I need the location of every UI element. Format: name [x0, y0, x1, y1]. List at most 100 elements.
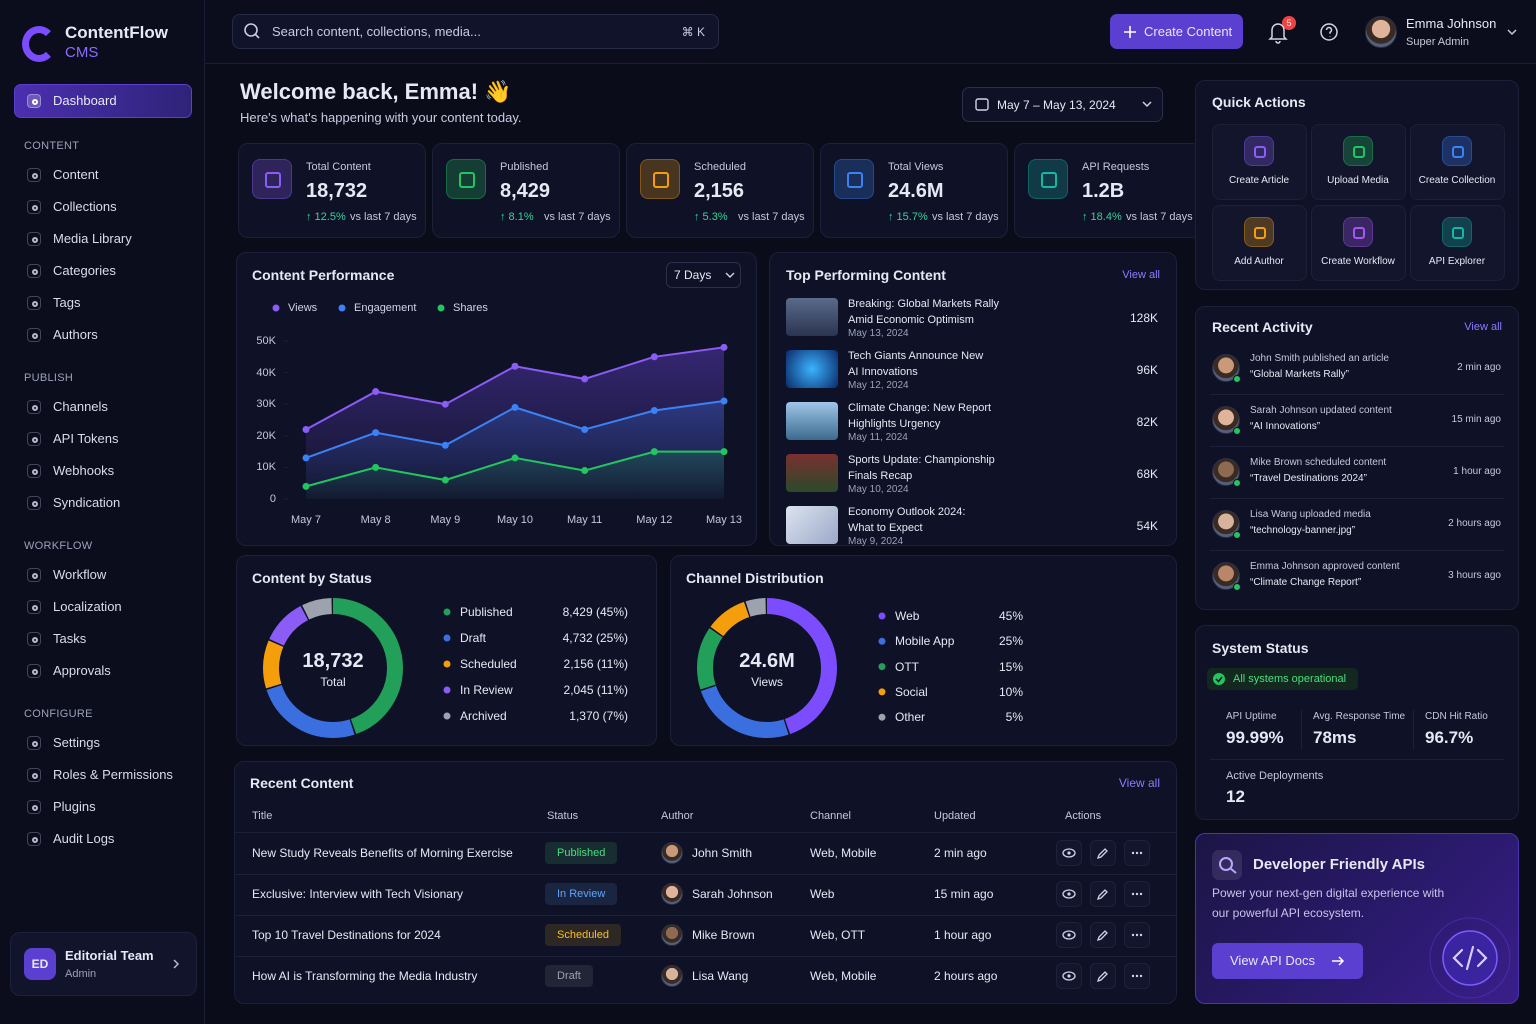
more-icon: [1139, 892, 1143, 896]
legend-value: 25%: [998, 634, 1023, 649]
row-title[interactable]: Top 10 Travel Destinations for 2024: [252, 928, 441, 942]
item-title[interactable]: Economy Outlook 2024:: [848, 506, 966, 518]
quick-action-tile[interactable]: [1311, 124, 1406, 200]
legend-value: 45%: [998, 609, 1023, 623]
view-all-link[interactable]: View all: [1464, 321, 1502, 333]
quick-action-tile[interactable]: [1212, 205, 1307, 281]
series-point: [441, 441, 449, 449]
nav-label[interactable]: Settings: [53, 735, 100, 750]
item-title[interactable]: Finals Recap: [848, 470, 913, 482]
y-tick-label: 50K: [256, 335, 276, 347]
quick-action-tile[interactable]: [1212, 124, 1307, 200]
nav-label[interactable]: Collections: [53, 199, 117, 214]
nav-label[interactable]: Plugins: [53, 799, 96, 814]
row-title[interactable]: How AI is Transforming the Media Industr…: [252, 969, 478, 983]
user-name[interactable]: Emma Johnson: [1406, 16, 1497, 31]
legend-value: 2,045 (11%): [563, 683, 628, 697]
calendar-icon: [975, 98, 989, 111]
nav-label[interactable]: Categories: [53, 263, 116, 278]
nav-label[interactable]: Dashboard: [53, 93, 117, 108]
item-title[interactable]: Climate Change: New Report: [848, 402, 992, 414]
view-all-link[interactable]: View all: [1118, 776, 1160, 790]
nav-label[interactable]: Tasks: [53, 631, 87, 646]
nav-label[interactable]: Roles & Permissions: [53, 767, 173, 782]
action-button[interactable]: [1056, 963, 1082, 989]
nav-label[interactable]: Localization: [53, 599, 122, 614]
range-label[interactable]: 7 Days: [674, 268, 712, 282]
quick-action-label[interactable]: Create Article: [1228, 175, 1290, 186]
series-point: [302, 482, 310, 490]
row-title[interactable]: Exclusive: Interview with Tech Visionary: [252, 887, 463, 901]
api-docs-label[interactable]: View API Docs: [1230, 953, 1316, 968]
nav-label[interactable]: Webhooks: [53, 463, 115, 478]
quick-action-tile[interactable]: [1410, 124, 1505, 200]
brand-product: CMS: [65, 44, 99, 61]
nav-label[interactable]: Syndication: [53, 495, 121, 510]
quick-action-tile[interactable]: [1410, 205, 1505, 281]
donut-segment: [697, 598, 837, 738]
activity-text: John Smith published an article: [1250, 353, 1389, 364]
view-all-link[interactable]: View all: [1122, 269, 1160, 281]
column-header: Updated: [934, 810, 976, 822]
activity-time: 3 hours ago: [1448, 570, 1501, 581]
nav-label[interactable]: API Tokens: [53, 431, 119, 446]
quick-action-label[interactable]: API Explorer: [1428, 256, 1486, 267]
quick-action-label[interactable]: Upload Media: [1327, 175, 1389, 186]
more-icon: [1139, 851, 1143, 855]
row-updated: 15 min ago: [934, 887, 994, 901]
search-box[interactable]: [232, 14, 719, 49]
row-channel: Web: [810, 887, 835, 901]
search-icon: [244, 23, 258, 37]
status-pill: Scheduled: [557, 929, 609, 941]
action-button[interactable]: [1090, 922, 1116, 948]
nav-label[interactable]: Approvals: [53, 663, 111, 678]
item-title[interactable]: Tech Giants Announce New: [848, 350, 984, 362]
stat-icon-glyph: [847, 172, 863, 188]
item-title[interactable]: AI Innovations: [848, 366, 918, 378]
nav-label[interactable]: Media Library: [53, 231, 132, 246]
stat-change: ↑ 12.5%: [306, 211, 346, 223]
quick-action-label[interactable]: Create Workflow: [1321, 256, 1395, 267]
nav-label[interactable]: Authors: [53, 327, 98, 342]
nav-label[interactable]: Tags: [53, 295, 81, 310]
date-range-picker[interactable]: [962, 87, 1163, 122]
quick-action-label[interactable]: Add Author: [1234, 256, 1284, 267]
item-title[interactable]: Amid Economic Optimism: [848, 314, 974, 326]
nav-label[interactable]: Workflow: [53, 567, 107, 582]
action-button[interactable]: [1090, 963, 1116, 989]
legend-value: 4,732 (25%): [562, 631, 628, 645]
search-placeholder[interactable]: Search content, collections, media...: [272, 24, 481, 39]
nav-label[interactable]: Channels: [53, 399, 108, 414]
row-author: Mike Brown: [692, 928, 755, 942]
item-title[interactable]: Breaking: Global Markets Rally: [848, 298, 1000, 310]
quick-action-label[interactable]: Create Collection: [1418, 175, 1496, 186]
quick-action-tile[interactable]: [1311, 205, 1406, 281]
item-title[interactable]: Sports Update: Championship: [848, 454, 995, 466]
bell-icon: [1268, 23, 1288, 44]
nav-icon: [27, 400, 41, 414]
nav-icon: [27, 328, 41, 342]
nav-item-active[interactable]: [14, 84, 192, 118]
metric-divider: [1301, 710, 1302, 750]
team-card[interactable]: [10, 932, 197, 996]
y-tick-label: 20K: [256, 429, 276, 442]
nav-icon-glyph: [32, 205, 38, 211]
developer-icon: [1212, 850, 1242, 880]
more-icon: [1131, 974, 1135, 978]
action-button[interactable]: [1090, 881, 1116, 907]
item-title[interactable]: What to Expect: [848, 522, 923, 534]
action-button[interactable]: [1090, 840, 1116, 866]
legend-dot: [878, 663, 886, 671]
date-range[interactable]: May 7 – May 13, 2024: [997, 98, 1116, 112]
item-title[interactable]: Highlights Urgency: [848, 418, 941, 430]
nav-label[interactable]: Content: [53, 167, 99, 182]
row-title[interactable]: New Study Reveals Benefits of Morning Ex…: [252, 846, 513, 860]
thumbnail: [786, 454, 838, 492]
sidebar: [0, 0, 205, 1024]
nav-icon-glyph: [32, 99, 38, 105]
x-tick-label: May 11: [567, 514, 603, 526]
create-button-label[interactable]: Create Content: [1144, 24, 1233, 39]
nav-label[interactable]: Audit Logs: [53, 831, 115, 846]
legend-label: Mobile App: [895, 634, 955, 649]
view-icon: [1062, 889, 1076, 899]
